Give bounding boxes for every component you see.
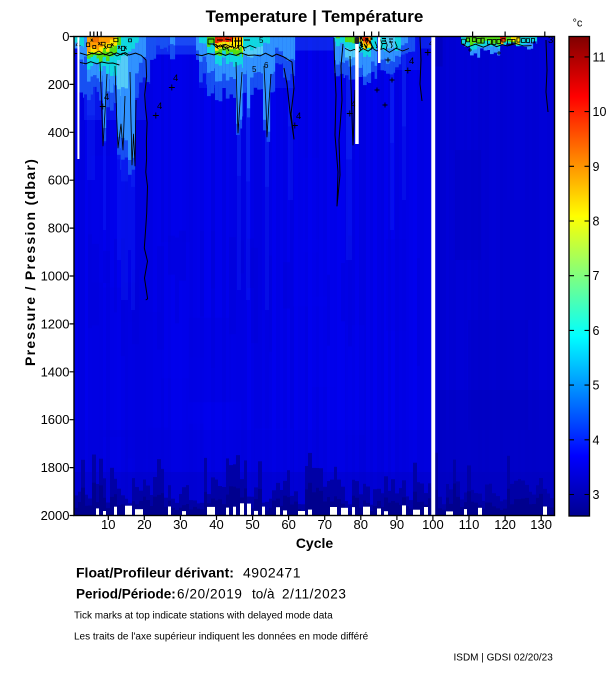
svg-text:4: 4 bbox=[173, 73, 178, 84]
svg-text:1800: 1800 bbox=[41, 460, 70, 475]
svg-text:5: 5 bbox=[593, 379, 600, 393]
svg-text:5: 5 bbox=[252, 65, 257, 74]
svg-text:70: 70 bbox=[317, 517, 331, 532]
svg-text:800: 800 bbox=[48, 221, 70, 236]
svg-text:1000: 1000 bbox=[41, 269, 70, 284]
svg-text:9: 9 bbox=[593, 160, 600, 174]
svg-text:Temperature | Température: Temperature | Température bbox=[206, 7, 424, 26]
svg-text:30: 30 bbox=[173, 517, 187, 532]
svg-text:7: 7 bbox=[593, 269, 600, 283]
svg-text:100: 100 bbox=[422, 517, 444, 532]
svg-text:20: 20 bbox=[137, 517, 151, 532]
svg-text:40: 40 bbox=[209, 517, 223, 532]
svg-text:80: 80 bbox=[354, 517, 368, 532]
svg-text:110: 110 bbox=[459, 517, 480, 532]
svg-text:4: 4 bbox=[593, 433, 600, 447]
svg-text:6: 6 bbox=[264, 61, 269, 70]
svg-text:Les traits de l'axe supérieur: Les traits de l'axe supérieur indiquent … bbox=[74, 632, 369, 643]
svg-text:Cycle: Cycle bbox=[296, 535, 334, 551]
svg-text:Float/Profileur dérivant:49024: Float/Profileur dérivant: 4902471 bbox=[76, 565, 301, 581]
svg-text:4: 4 bbox=[409, 56, 414, 67]
svg-text:3: 3 bbox=[548, 35, 553, 46]
svg-text:4: 4 bbox=[351, 99, 356, 110]
svg-text:0: 0 bbox=[62, 29, 69, 44]
svg-text:4: 4 bbox=[296, 111, 301, 122]
svg-text:1200: 1200 bbox=[41, 316, 70, 331]
svg-text:130: 130 bbox=[530, 517, 552, 532]
svg-text:5: 5 bbox=[259, 36, 264, 45]
svg-text:3: 3 bbox=[593, 488, 600, 502]
svg-text:°c: °c bbox=[573, 18, 583, 30]
svg-text:600: 600 bbox=[48, 173, 70, 188]
svg-text:6: 6 bbox=[593, 324, 600, 338]
svg-text:4: 4 bbox=[104, 92, 109, 103]
svg-text:Pressure / Pression (dbar): Pressure / Pression (dbar) bbox=[22, 158, 38, 366]
svg-text:60: 60 bbox=[281, 517, 295, 532]
svg-text:ISDM | GDSI 02/20/23: ISDM | GDSI 02/20/23 bbox=[454, 653, 554, 664]
svg-text:11: 11 bbox=[593, 50, 606, 64]
svg-text:1400: 1400 bbox=[41, 364, 70, 379]
svg-text:1600: 1600 bbox=[41, 412, 70, 427]
svg-text:4: 4 bbox=[157, 101, 162, 112]
svg-text:10: 10 bbox=[593, 105, 607, 119]
svg-text:120: 120 bbox=[494, 517, 516, 532]
svg-text:2000: 2000 bbox=[41, 508, 70, 523]
svg-text:10: 10 bbox=[101, 517, 115, 532]
svg-text:200: 200 bbox=[48, 77, 70, 92]
svg-text:400: 400 bbox=[48, 125, 70, 140]
svg-text:8: 8 bbox=[593, 215, 600, 229]
svg-text:50: 50 bbox=[245, 517, 259, 532]
svg-text:90: 90 bbox=[390, 517, 404, 532]
svg-text:Tick marks at top indicate sta: Tick marks at top indicate stations with… bbox=[74, 611, 333, 622]
svg-text:5: 5 bbox=[222, 43, 227, 52]
